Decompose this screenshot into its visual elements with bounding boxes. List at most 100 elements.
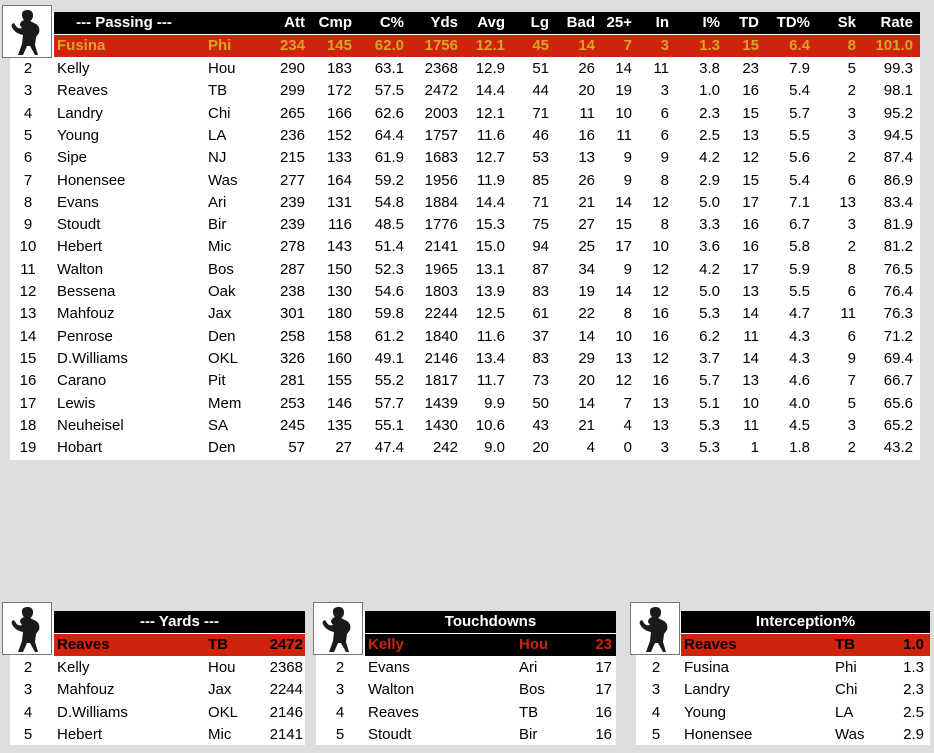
stat-value: 1.3: [903, 659, 924, 676]
list-item[interactable]: 2 Kelly Hou 2368: [10, 657, 305, 679]
column-header-yds[interactable]: Yds: [430, 14, 458, 31]
table-row[interactable]: 2 Kelly Hou 290 183 63.1 2368 12.9 51 26 14 11 3.8 23…: [10, 58, 920, 80]
stat-sk: 7: [847, 372, 856, 390]
list-item[interactable]: 5 Hebert Mic 2141: [10, 724, 305, 746]
stat-in: 3: [660, 37, 669, 54]
stat-c-pct: 61.9: [374, 149, 404, 167]
column-header-cmp[interactable]: Cmp: [318, 14, 352, 31]
table-row[interactable]: 10 Hebert Mic 278 143 51.4 2141 15.0 94 25 17 10 3.6…: [10, 236, 920, 258]
team: Hou: [208, 60, 236, 77]
table-row[interactable]: 5 Young LA 236 152 64.4 1757 11.6 46 16 11 6 2.5 13 5.…: [10, 125, 920, 147]
stat-25-plus: 7: [623, 37, 632, 54]
column-header-avg[interactable]: Avg: [477, 14, 505, 31]
table-row[interactable]: 17 Lewis Mem 253 146 57.7 1439 9.9 50 14 7 13 5.1 10 4…: [10, 393, 920, 415]
stat-rate: 81.9: [883, 216, 913, 234]
stat-bad: 14: [578, 37, 595, 54]
team: Ari: [208, 193, 227, 211]
table-row[interactable]: 19 Hobart Den 57 27 47.4 242 9.0 20 4 0 3 5.3 1 1.8 2 43…: [10, 437, 920, 459]
stat-c-pct: 57.5: [374, 82, 404, 100]
stat-in: 3: [660, 82, 669, 100]
column-header-i-pct[interactable]: I%: [702, 14, 720, 31]
table-row[interactable]: 14 Penrose Den 258 158 61.2 1840 11.6 37 14 10 16 6.…: [10, 326, 920, 348]
column-header-25-plus[interactable]: 25+: [606, 14, 632, 31]
passing-title: --- Passing ---: [76, 14, 172, 31]
stat-att: 281: [279, 372, 305, 390]
list-item[interactable]: 5 Stoudt Bir 16: [316, 724, 616, 746]
table-row[interactable]: 15 D.Williams OKL 326 160 49.1 2146 13.4 83 29 13 1…: [10, 348, 920, 370]
table-row[interactable]: 7 Honensee Was 277 164 59.2 1956 11.9 85 26 9 8 2.9 1…: [10, 170, 920, 192]
column-header-td[interactable]: TD: [739, 14, 759, 31]
stat-bad: 26: [578, 60, 595, 77]
list-item[interactable]: 3 Landry Chi 2.3: [636, 679, 930, 701]
team: TB: [208, 636, 228, 653]
stat-value: 16: [595, 725, 612, 743]
column-header-att[interactable]: Att: [284, 14, 305, 31]
stat-25-plus: 11: [616, 126, 632, 144]
list-item[interactable]: 4 Young LA 2.5: [636, 702, 930, 724]
team: Was: [208, 171, 238, 189]
column-header-sk[interactable]: Sk: [837, 14, 856, 31]
table-row[interactable]: 11 Walton Bos 287 150 52.3 1965 13.1 87 34 9 12 4.2 1…: [10, 259, 920, 281]
table-row[interactable]: 3 Reaves TB 299 172 57.5 2472 14.4 44 20 19 3 1.0 16 5…: [10, 80, 920, 102]
stat-i-pct: 5.1: [699, 394, 720, 412]
stat-cmp: 152: [326, 126, 352, 144]
stat-value: 16: [595, 703, 612, 721]
table-row[interactable]: 9 Stoudt Bir 239 116 48.5 1776 15.3 75 27 15 8 3.3 16…: [10, 214, 920, 236]
stat-yds: 1439: [424, 394, 458, 412]
stat-i-pct: 3.3: [699, 216, 720, 234]
table-row[interactable]: 4 Landry Chi 265 166 62.6 2003 12.1 71 11 10 6 2.3 15…: [10, 103, 920, 125]
player-name: Hobart: [57, 439, 103, 457]
team: Ari: [519, 659, 538, 676]
list-item[interactable]: 2 Fusina Phi 1.3: [636, 657, 930, 679]
stat-cmp: 160: [326, 349, 352, 367]
table-row[interactable]: 8 Evans Ari 239 131 54.8 1884 14.4 71 21 14 12 5.0 17…: [10, 192, 920, 214]
leader-row[interactable]: Reaves TB 2472: [54, 634, 305, 656]
rank: 4: [23, 703, 33, 721]
stat-lg: 46: [532, 126, 549, 144]
stat-in: 16: [652, 327, 669, 345]
player-name: Bessena: [57, 283, 116, 300]
player-photo-icon: [630, 602, 680, 655]
stat-sk: 8: [847, 260, 856, 278]
team: Phi: [208, 37, 232, 54]
list-item[interactable]: 5 Honensee Was 2.9: [636, 724, 930, 746]
list-item[interactable]: 4 D.Williams OKL 2146: [10, 702, 305, 724]
stat-sk: 3: [847, 416, 856, 434]
stat-in: 12: [652, 260, 669, 278]
stat-i-pct: 3.8: [699, 60, 720, 77]
stat-avg: 13.4: [475, 349, 505, 367]
stat-bad: 29: [578, 349, 595, 367]
leader-row[interactable]: Reaves TB 1.0: [681, 634, 930, 656]
stat-td: 12: [742, 149, 759, 167]
stat-avg: 13.1: [475, 260, 505, 278]
column-header-td-pct[interactable]: TD%: [776, 14, 810, 31]
table-row[interactable]: 18 Neuheisel SA 245 135 55.1 1430 10.6 43 21 4 13 5.…: [10, 415, 920, 437]
stat-sk: 6: [847, 283, 856, 300]
list-item[interactable]: 2 Evans Ari 17: [316, 657, 616, 679]
leader-row[interactable]: Fusina Phi 234 145 62.0 1756 12.1 45 14 7 3 1.3 15 6.…: [54, 35, 920, 57]
rank: 7: [23, 171, 33, 189]
leader-row[interactable]: Kelly Hou 23: [365, 634, 616, 656]
column-header-c-pct[interactable]: C%: [379, 14, 404, 31]
column-header-bad[interactable]: Bad: [566, 14, 595, 31]
rank: 11: [20, 260, 36, 278]
list-item[interactable]: 3 Walton Bos 17: [316, 679, 616, 701]
player-name: Young: [57, 126, 99, 144]
column-header-in[interactable]: In: [655, 14, 669, 31]
table-row[interactable]: 16 Carano Pit 281 155 55.2 1817 11.7 73 20 12 16 5.7…: [10, 370, 920, 392]
column-header-rate[interactable]: Rate: [880, 14, 913, 31]
stat-bad: 16: [578, 126, 595, 144]
table-row[interactable]: 6 Sipe NJ 215 133 61.9 1683 12.7 53 13 9 9 4.2 12 5.6 2…: [10, 147, 920, 169]
stat-rate: 76.3: [883, 305, 913, 323]
stat-rate: 95.2: [883, 104, 913, 122]
stat-i-pct: 5.3: [699, 416, 720, 434]
stat-td-pct: 5.6: [789, 149, 810, 167]
rank: 4: [651, 703, 661, 721]
table-row[interactable]: 13 Mahfouz Jax 301 180 59.8 2244 12.5 61 22 8 16 5.3…: [10, 303, 920, 325]
list-item[interactable]: 3 Mahfouz Jax 2244: [10, 679, 305, 701]
rank: 12: [19, 283, 37, 300]
column-header-lg[interactable]: Lg: [530, 14, 549, 31]
table-row[interactable]: 12 Bessena Oak 238 130 54.6 1803 13.9 83 19 14 12 5.…: [10, 281, 920, 303]
list-item[interactable]: 4 Reaves TB 16: [316, 702, 616, 724]
stat-td: 15: [742, 171, 759, 189]
